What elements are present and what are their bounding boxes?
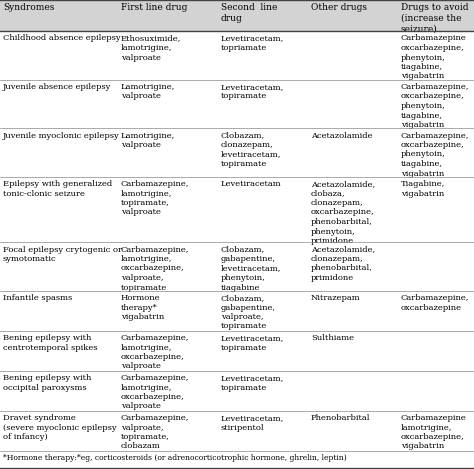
Bar: [218, 291, 308, 331]
Bar: [118, 410, 218, 451]
Text: Carbamazepine,
lamotrigine,
oxcarbazepine,
valproate: Carbamazepine, lamotrigine, oxcarbazepin…: [121, 374, 190, 410]
Text: Childhood absence epilepsy: Childhood absence epilepsy: [3, 34, 120, 43]
Bar: [308, 410, 398, 451]
Bar: [218, 80, 308, 129]
Bar: [118, 0, 218, 31]
Text: Epilepsy with generalized
tonic-clonic seizure: Epilepsy with generalized tonic-clonic s…: [3, 180, 112, 197]
Bar: [398, 291, 474, 331]
Bar: [308, 331, 398, 371]
Bar: [0, 129, 118, 177]
Text: Lamotrigine,
valproate: Lamotrigine, valproate: [121, 83, 175, 100]
Text: Levetiracetam: Levetiracetam: [221, 180, 282, 188]
Text: Clobazam,
gabapentine,
valproate,
topiramate: Clobazam, gabapentine, valproate, topira…: [221, 294, 276, 330]
Text: Clobazam,
gabapentine,
levetiracetam,
phenytoin,
tiagabine: Clobazam, gabapentine, levetiracetam, ph…: [221, 245, 282, 291]
Text: Drugs to avoid
(increase the
seizure): Drugs to avoid (increase the seizure): [401, 3, 468, 33]
Bar: [118, 291, 218, 331]
Text: Focal epilepsy crytogenic or
symotomatic: Focal epilepsy crytogenic or symotomatic: [3, 245, 122, 263]
Bar: [0, 291, 118, 331]
Bar: [308, 291, 398, 331]
Text: Carbamazepine,
oxcarbazepine: Carbamazepine, oxcarbazepine: [401, 294, 469, 311]
Text: Levetiracetam,
topiramate: Levetiracetam, topiramate: [221, 374, 284, 391]
Text: Bening epilepsy with
centrotemporal spikes: Bening epilepsy with centrotemporal spik…: [3, 333, 98, 351]
Text: Carbamazepine
lamotrigine,
oxcarbazepine,
vigabatrin: Carbamazepine lamotrigine, oxcarbazepine…: [401, 414, 467, 450]
Text: Juvenile myoclonic epilepsy: Juvenile myoclonic epilepsy: [3, 131, 120, 139]
Text: Sulthiame: Sulthiame: [311, 333, 354, 341]
Text: Carbamazepine,
lamotrigine,
oxcarbazepine,
valproate,
topiramate: Carbamazepine, lamotrigine, oxcarbazepin…: [121, 245, 190, 291]
Text: Juvenile absence epilepsy: Juvenile absence epilepsy: [3, 83, 111, 91]
Bar: [218, 177, 308, 242]
Text: Other drugs: Other drugs: [311, 3, 367, 12]
Bar: [0, 331, 118, 371]
Text: Carbamazepine
oxcarbazepine,
phenytoin,
tiagabine,
vigabatrin: Carbamazepine oxcarbazepine, phenytoin, …: [401, 34, 467, 80]
Text: *Hormone therapy:*eg, corticosteroids (or adrenocorticotrophic hormone, ghrelin,: *Hormone therapy:*eg, corticosteroids (o…: [3, 454, 347, 461]
Bar: [118, 242, 218, 291]
Text: Acetazolamide,
clobaza,
clonazepam,
oxcarbazepine,
phenobarbital,
phenytoin,
pri: Acetazolamide, clobaza, clonazepam, oxca…: [311, 180, 375, 245]
Bar: [398, 410, 474, 451]
Text: Hormone
therapy*
vigabatrin: Hormone therapy* vigabatrin: [121, 294, 164, 321]
Bar: [118, 177, 218, 242]
Text: Acetazolamide,
clonazepam,
phenobarbital,
primidone: Acetazolamide, clonazepam, phenobarbital…: [311, 245, 375, 282]
Text: Dravet syndrome
(severe myoclonic epilepsy
of infancy): Dravet syndrome (severe myoclonic epilep…: [3, 414, 117, 440]
Text: Carbamazepine,
oxcarbazepine,
phenytoin,
tiagabine,
vigabatrin: Carbamazepine, oxcarbazepine, phenytoin,…: [401, 131, 469, 177]
Bar: [118, 371, 218, 410]
Bar: [0, 177, 118, 242]
Text: Carbamazepine,
lamotrigine,
topiramate,
valproate: Carbamazepine, lamotrigine, topiramate, …: [121, 180, 190, 216]
Text: First line drug: First line drug: [121, 3, 187, 12]
Bar: [308, 177, 398, 242]
Bar: [118, 331, 218, 371]
Text: Second  line
drug: Second line drug: [221, 3, 277, 23]
Bar: [118, 129, 218, 177]
Bar: [0, 242, 118, 291]
Text: Tiagabine,
vigabatrin: Tiagabine, vigabatrin: [401, 180, 445, 197]
Bar: [218, 0, 308, 31]
Bar: [218, 371, 308, 410]
Bar: [398, 331, 474, 371]
Bar: [118, 31, 218, 80]
Text: Clobazam,
clonazepam,
levetiracetam,
topiramate: Clobazam, clonazepam, levetiracetam, top…: [221, 131, 282, 168]
Bar: [118, 80, 218, 129]
Bar: [0, 371, 118, 410]
Text: Infantile spasms: Infantile spasms: [3, 294, 72, 302]
Text: Carbamazepine,
valproate,
topiramate,
clobazam: Carbamazepine, valproate, topiramate, cl…: [121, 414, 190, 450]
Text: Bening epilepsy with
occipital paroxysms: Bening epilepsy with occipital paroxysms: [3, 374, 91, 391]
Bar: [308, 371, 398, 410]
Bar: [308, 242, 398, 291]
Bar: [218, 410, 308, 451]
Bar: [398, 129, 474, 177]
Bar: [398, 242, 474, 291]
Bar: [0, 0, 118, 31]
Bar: [0, 80, 118, 129]
Bar: [308, 129, 398, 177]
Bar: [218, 242, 308, 291]
Bar: [218, 331, 308, 371]
Text: Nitrazepam: Nitrazepam: [311, 294, 361, 302]
Bar: [398, 31, 474, 80]
Text: Lamotrigine,
valproate: Lamotrigine, valproate: [121, 131, 175, 149]
Bar: [398, 80, 474, 129]
Bar: [308, 80, 398, 129]
Text: Acetazolamide: Acetazolamide: [311, 131, 373, 139]
Text: Levetiracetam,
topiramate: Levetiracetam, topiramate: [221, 83, 284, 100]
Bar: [0, 31, 118, 80]
Bar: [0, 410, 118, 451]
Bar: [398, 0, 474, 31]
Text: Levetiracetam,
topiramate: Levetiracetam, topiramate: [221, 333, 284, 351]
Text: Levetiracetam,
stiripentol: Levetiracetam, stiripentol: [221, 414, 284, 431]
Bar: [398, 177, 474, 242]
Text: Syndromes: Syndromes: [3, 3, 55, 12]
Text: Levetiracetam,
topriamate: Levetiracetam, topriamate: [221, 34, 284, 52]
Text: Carbamazepine,
lamotrigine,
oxcarbazepine,
valproate: Carbamazepine, lamotrigine, oxcarbazepin…: [121, 333, 190, 370]
Bar: [218, 129, 308, 177]
Bar: [398, 371, 474, 410]
Bar: [218, 31, 308, 80]
Text: Carbamazepine,
oxcarbazepine,
phenytoin,
tiagabine,
vigabatrin: Carbamazepine, oxcarbazepine, phenytoin,…: [401, 83, 469, 129]
Bar: [308, 31, 398, 80]
Bar: [308, 0, 398, 31]
Text: Ethosuximide,
lamotrigine,
valproate: Ethosuximide, lamotrigine, valproate: [121, 34, 181, 61]
Text: Phenobarbital: Phenobarbital: [311, 414, 371, 422]
